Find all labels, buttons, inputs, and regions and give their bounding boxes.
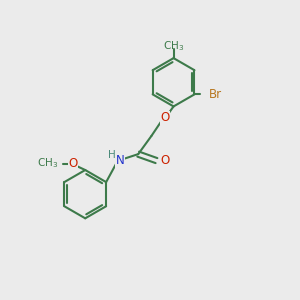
Text: H: H (108, 150, 116, 160)
Text: O: O (160, 154, 169, 167)
Text: N: N (116, 154, 124, 167)
Text: CH$_3$: CH$_3$ (37, 157, 58, 170)
Text: CH$_3$: CH$_3$ (163, 39, 184, 53)
Text: O: O (160, 111, 169, 124)
Text: O: O (68, 157, 77, 170)
Text: Br: Br (209, 88, 222, 101)
